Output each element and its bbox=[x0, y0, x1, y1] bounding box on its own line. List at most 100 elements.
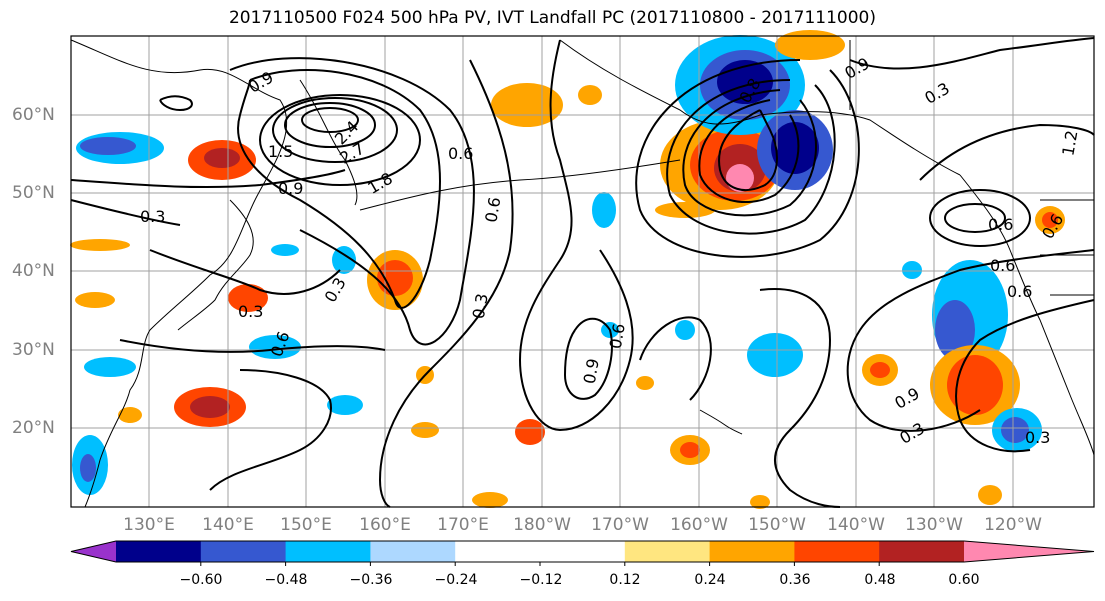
colorbar-tick-label: 0.12 bbox=[609, 572, 641, 588]
anomaly-blob bbox=[84, 357, 136, 377]
anomaly-blob bbox=[978, 485, 1002, 505]
lon-label: 170°W bbox=[591, 515, 649, 535]
lon-label: 140°E bbox=[202, 515, 254, 535]
colorbar-tick-label: −0.36 bbox=[349, 572, 393, 588]
map-title: 2017110500 F024 500 hPa PV, IVT Landfall… bbox=[228, 8, 876, 28]
pv-contour bbox=[846, 249, 1095, 432]
anomaly-blob bbox=[377, 260, 413, 296]
anomaly-blob bbox=[747, 333, 803, 377]
pv-contour bbox=[944, 203, 1006, 233]
anomaly-blob bbox=[228, 284, 268, 312]
contour-label: 0.3 bbox=[469, 292, 492, 320]
pv-contour bbox=[149, 249, 341, 295]
anomaly-blob bbox=[675, 320, 695, 340]
anomaly-blob bbox=[249, 335, 301, 359]
colorbar-segment bbox=[879, 541, 965, 562]
colorbar-segment bbox=[540, 541, 626, 562]
lat-label: 30°N bbox=[12, 340, 55, 360]
colorbar-tick-label: −0.60 bbox=[179, 572, 223, 588]
anomaly-blob bbox=[870, 362, 890, 378]
contour-label: 0.3 bbox=[140, 207, 165, 226]
colorbar-right-arrow bbox=[964, 541, 1094, 562]
pv-contour bbox=[639, 316, 712, 401]
colorbar-outline bbox=[70, 540, 1095, 563]
pv-contour bbox=[919, 123, 1095, 181]
anomaly-blob bbox=[80, 137, 136, 155]
pv-contour bbox=[666, 79, 836, 235]
lon-label: 160°W bbox=[670, 515, 728, 535]
pv-contour bbox=[682, 89, 817, 217]
anomaly-blob bbox=[118, 407, 142, 423]
graticule bbox=[71, 36, 1094, 507]
lat-label: 40°N bbox=[12, 261, 55, 281]
contour-label: 0.6 bbox=[990, 256, 1015, 275]
anomaly-blob bbox=[935, 300, 975, 360]
colorbar-tick-label: 0.36 bbox=[779, 572, 811, 588]
pv-contour bbox=[518, 39, 634, 432]
colorbar-segment bbox=[709, 541, 795, 562]
contour-label: 0.6 bbox=[481, 196, 504, 224]
pv-contour bbox=[119, 339, 386, 353]
coastlines bbox=[70, 39, 1095, 508]
pv-contour bbox=[849, 37, 1095, 70]
contour-label: 0.6 bbox=[1007, 282, 1032, 301]
contour-label: 1.5 bbox=[268, 142, 293, 161]
lon-label: 170°E bbox=[437, 515, 489, 535]
coastline-asia bbox=[70, 39, 288, 508]
contour-label: 0.3 bbox=[896, 419, 928, 448]
anomaly-blob bbox=[1001, 417, 1029, 443]
lon-label: 120°W bbox=[984, 515, 1042, 535]
anomaly-blob bbox=[411, 422, 439, 438]
coastline-japan bbox=[177, 199, 254, 331]
pv-contour bbox=[70, 199, 181, 226]
lat-label: 20°N bbox=[12, 418, 55, 438]
lon-label: 160°E bbox=[359, 515, 411, 535]
anomaly-blob bbox=[332, 246, 356, 274]
contour-label: 0.6 bbox=[988, 215, 1013, 234]
colorbar-segment bbox=[370, 541, 456, 562]
pv-contour bbox=[301, 107, 359, 133]
shaded-anomaly-fields bbox=[70, 30, 1065, 509]
anomaly-blob bbox=[70, 239, 130, 251]
colorbar-tick-label: −0.48 bbox=[264, 572, 308, 588]
contour-label: 0.3 bbox=[238, 302, 263, 321]
pv-contour bbox=[284, 102, 376, 148]
anomaly-blob bbox=[750, 495, 770, 509]
anomaly-blob bbox=[636, 376, 654, 390]
anomaly-blob bbox=[771, 122, 819, 174]
pv-contour bbox=[929, 189, 1031, 247]
contour-label: 0.9 bbox=[245, 67, 277, 96]
anomaly-blob bbox=[592, 192, 616, 228]
pv-contour bbox=[718, 109, 778, 191]
coastline-hawaii bbox=[699, 409, 743, 435]
pv-contour bbox=[635, 59, 860, 258]
coastline-alaska bbox=[559, 39, 961, 176]
anomaly-blob bbox=[680, 442, 700, 458]
contour-label: 0.6 bbox=[448, 144, 473, 163]
anomaly-blob bbox=[472, 492, 508, 508]
lon-label: 140°W bbox=[827, 515, 885, 535]
pv-contour bbox=[272, 97, 398, 163]
anomaly-blob bbox=[902, 261, 922, 279]
colorbar-segment bbox=[285, 541, 371, 562]
colorbar-tick-label: −0.12 bbox=[519, 572, 563, 588]
pv-contour bbox=[955, 299, 1095, 453]
lon-label: 130°W bbox=[905, 515, 963, 535]
pv-contour bbox=[70, 169, 346, 189]
anomaly-blob bbox=[578, 85, 602, 105]
anomaly-blob bbox=[75, 292, 115, 308]
pv-contour bbox=[759, 288, 841, 508]
lat-label: 50°N bbox=[12, 183, 55, 203]
pv-contour bbox=[209, 369, 332, 491]
anomaly-blob bbox=[204, 148, 240, 168]
anomaly-blob bbox=[271, 244, 299, 256]
pv-contour bbox=[698, 99, 800, 204]
colorbar-segment bbox=[200, 541, 287, 562]
colorbar bbox=[70, 540, 1095, 566]
contour-label: 0.6 bbox=[606, 322, 629, 350]
lon-label: 130°E bbox=[123, 515, 175, 535]
lon-label: 150°E bbox=[280, 515, 332, 535]
pv-contour bbox=[229, 57, 475, 346]
contour-label: 0.3 bbox=[921, 79, 953, 108]
